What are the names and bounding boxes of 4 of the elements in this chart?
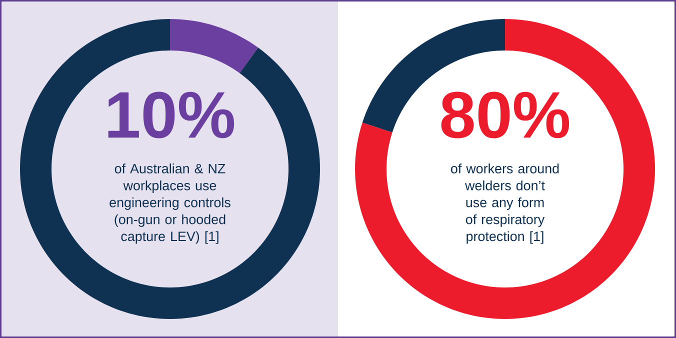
text: 80% (441, 92, 570, 138)
text: of Australian & NZ workplaces use engineering controls (on-gun or hooded capture LEV) [1] (110, 164, 230, 244)
text: of workers around welders don’t use any form of respiratory protection [1] (451, 164, 559, 244)
text: 10% (108, 92, 234, 138)
